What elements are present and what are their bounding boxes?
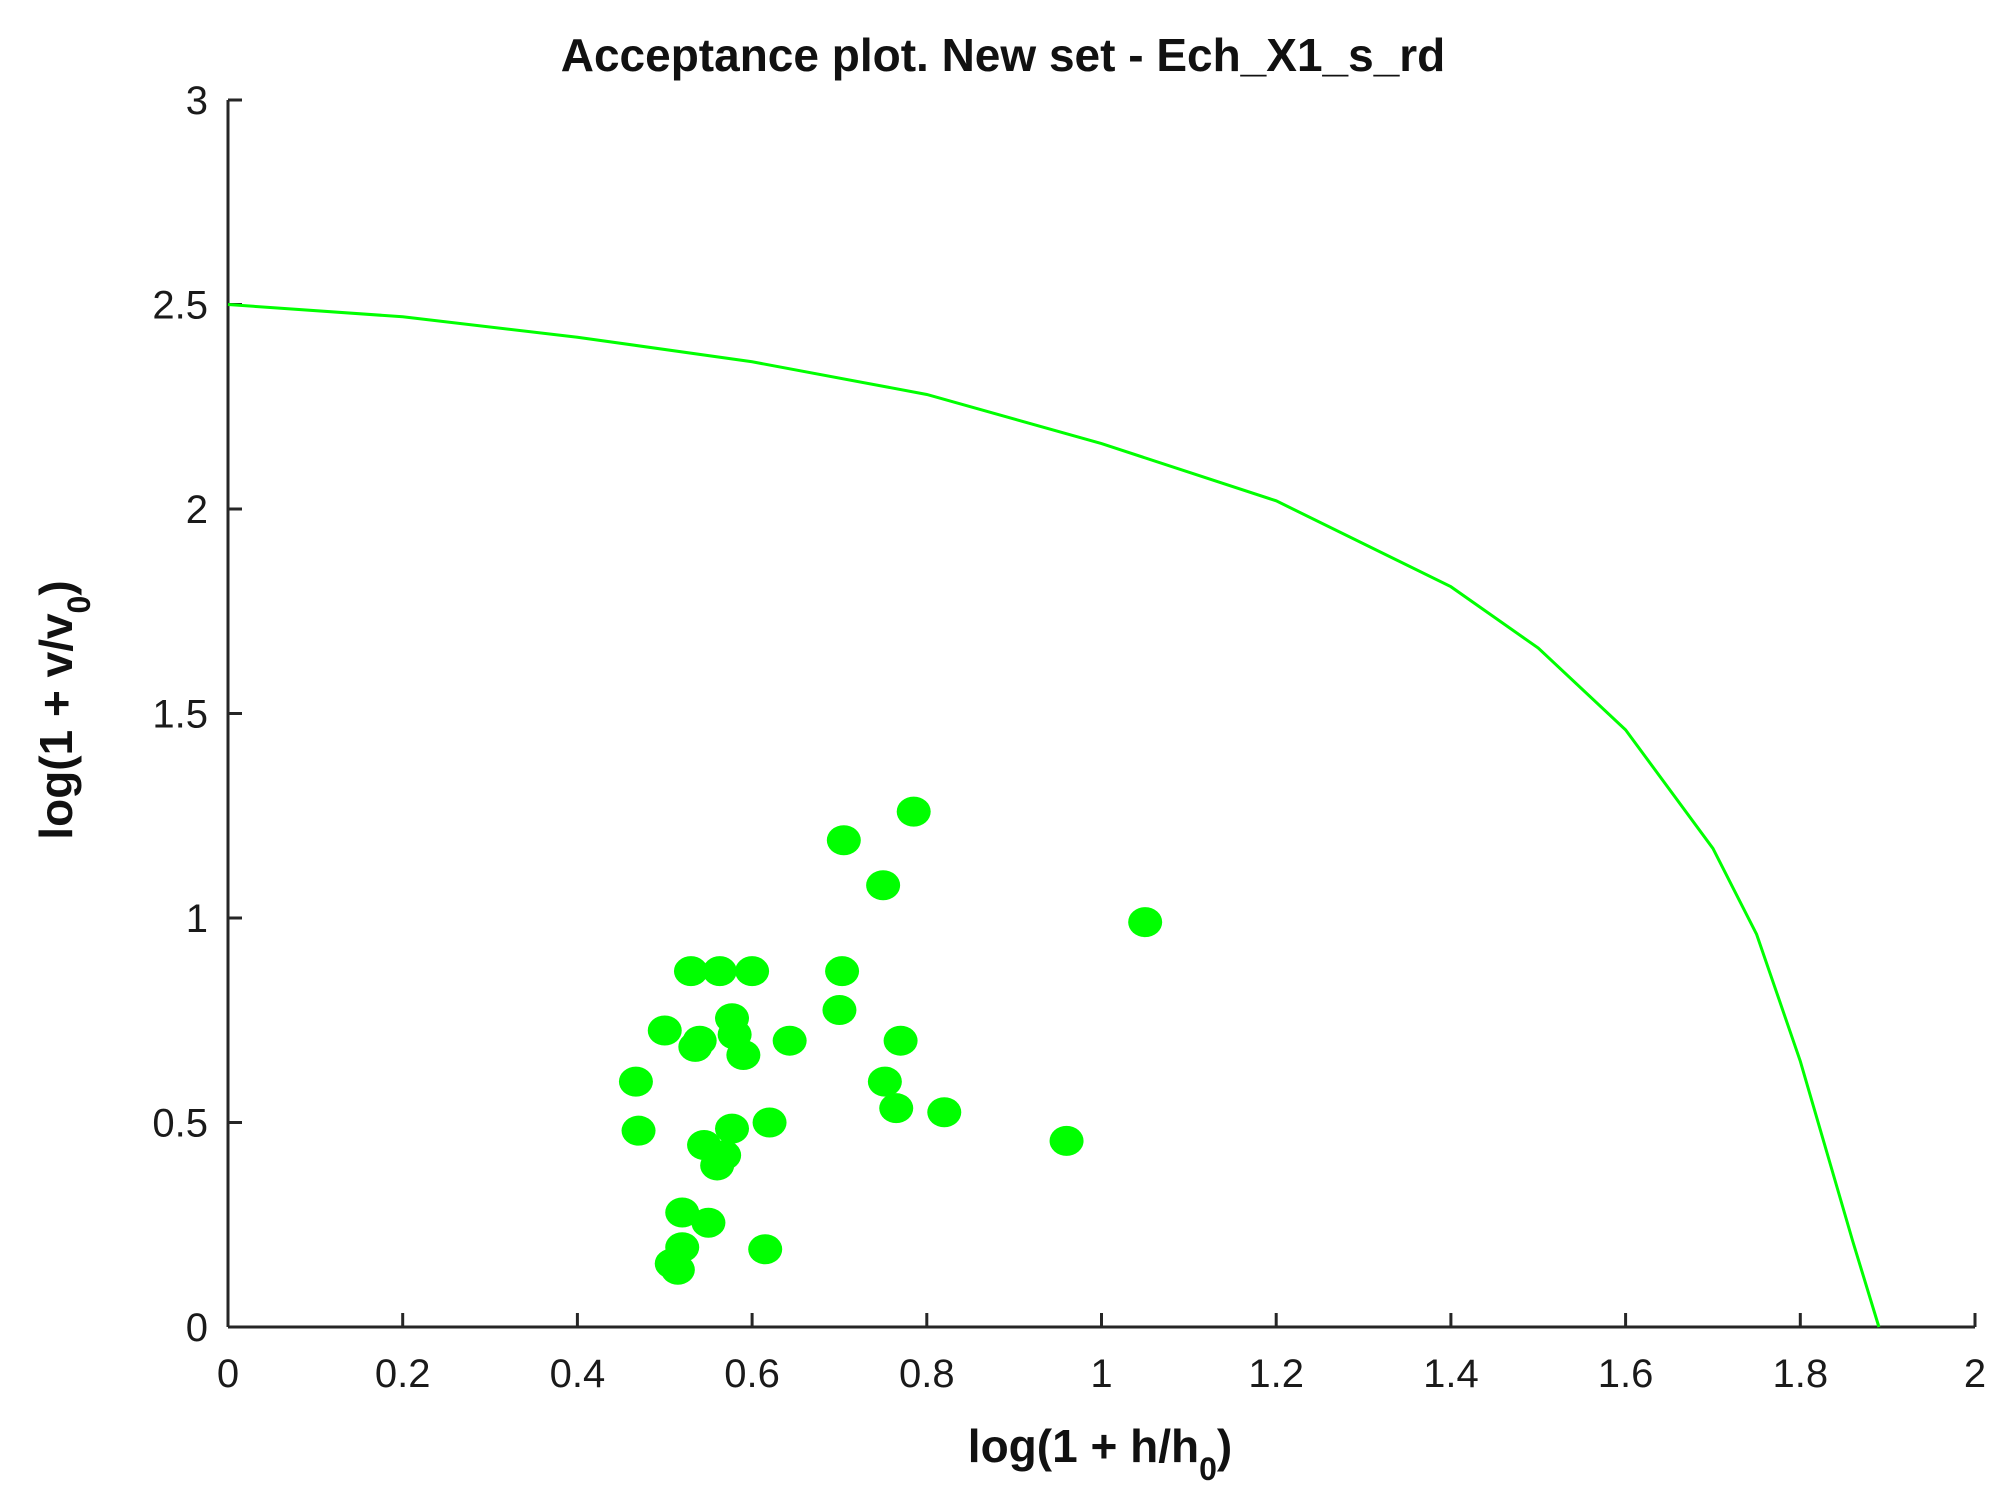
y-ticks: 0 0.5 1 1.5 2 2.5 3 [152, 79, 242, 1350]
data-point [1049, 1125, 1084, 1156]
data-point [700, 1150, 735, 1181]
y-axis-label-sub: 0 [61, 596, 97, 614]
x-axis-label-sub: 0 [1199, 1451, 1217, 1487]
data-point [896, 796, 931, 827]
x-tick-label: 0 [217, 1352, 239, 1396]
data-point [702, 956, 737, 987]
x-tick-label: 0.4 [550, 1352, 606, 1396]
y-tick-label: 2.5 [152, 284, 208, 328]
data-point [825, 956, 860, 987]
x-axis-label-main: log(1 + h/h [968, 1420, 1199, 1472]
y-axis-label: log(1 + v/v0) [30, 580, 97, 839]
x-tick-label: 0.8 [899, 1352, 955, 1396]
data-point [772, 1025, 807, 1056]
x-tick-label: 0.6 [724, 1352, 780, 1396]
data-series [227, 303, 1881, 1328]
data-point [1128, 907, 1163, 938]
axes [226, 100, 1975, 1329]
x-tick-label: 0.2 [375, 1352, 431, 1396]
data-point [621, 1115, 656, 1146]
y-tick-label: 1.5 [152, 693, 208, 737]
data-point [682, 1025, 717, 1056]
data-point [715, 1113, 750, 1144]
y-axis-label-close: ) [30, 580, 82, 595]
data-point [822, 995, 857, 1026]
x-axis-label-close: ) [1217, 1420, 1232, 1472]
x-tick-label: 1.8 [1772, 1352, 1828, 1396]
y-tick-label: 2 [186, 488, 208, 532]
x-tick-label: 2 [1964, 1352, 1986, 1396]
data-point [883, 1025, 918, 1056]
y-tick-label: 0 [186, 1306, 208, 1350]
data-point [735, 956, 770, 987]
x-tick-label: 1.4 [1423, 1352, 1479, 1396]
x-tick-label: 1.2 [1248, 1352, 1304, 1396]
y-tick-label: 1 [186, 897, 208, 941]
data-point [866, 870, 901, 901]
chart-title: Acceptance plot. New set - Ech_X1_s_rd [560, 29, 1446, 81]
x-tick-label: 1.6 [1598, 1352, 1654, 1396]
y-axis-label-main: log(1 + v/v [30, 613, 82, 840]
data-point [673, 956, 708, 987]
x-axis-label: log(1 + h/h0) [968, 1420, 1232, 1487]
data-point [660, 1254, 695, 1285]
data-point [618, 1066, 653, 1097]
data-point [726, 1040, 761, 1071]
data-point [691, 1207, 726, 1238]
x-tick-label: 1 [1090, 1352, 1112, 1396]
data-point [867, 1066, 902, 1097]
data-point [665, 1197, 700, 1228]
data-point [647, 1015, 682, 1046]
data-point [826, 825, 861, 856]
x-ticks: 0 0.2 0.4 0.6 0.8 1 1.2 1.4 1.6 1.8 2 [217, 1313, 1986, 1396]
data-point [927, 1097, 962, 1128]
data-point [879, 1093, 914, 1124]
y-tick-label: 3 [186, 79, 208, 123]
data-point [752, 1107, 787, 1138]
data-point [748, 1234, 783, 1265]
acceptance-curve [227, 303, 1881, 1328]
y-tick-label: 0.5 [152, 1102, 208, 1146]
